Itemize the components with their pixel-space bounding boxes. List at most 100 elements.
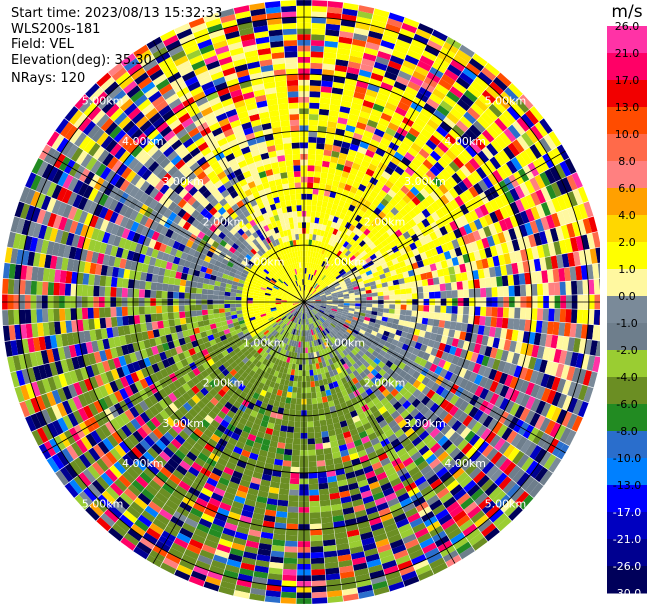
velocity-gate xyxy=(375,538,390,548)
velocity-gate xyxy=(440,290,447,299)
velocity-gate xyxy=(337,339,344,346)
velocity-gate xyxy=(520,475,535,491)
velocity-gate xyxy=(181,554,197,566)
velocity-gate xyxy=(348,245,355,253)
velocity-gate xyxy=(319,494,330,501)
velocity-gate xyxy=(479,316,486,326)
velocity-gate xyxy=(306,375,311,382)
velocity-gate xyxy=(564,429,577,446)
velocity-gate xyxy=(371,350,380,358)
velocity-gate xyxy=(357,584,373,594)
velocity-gate xyxy=(377,291,384,297)
velocity-gate xyxy=(218,586,235,596)
velocity-gate xyxy=(338,372,345,380)
velocity-gate xyxy=(280,425,288,432)
velocity-gate xyxy=(385,23,401,34)
velocity-gate xyxy=(518,273,526,285)
velocity-gate xyxy=(559,281,567,296)
velocity-gate xyxy=(198,492,211,503)
velocity-gate xyxy=(358,356,366,364)
velocity-gate xyxy=(530,384,541,398)
velocity-gate xyxy=(352,355,359,363)
velocity-gate xyxy=(196,282,204,289)
velocity-gate xyxy=(298,324,302,331)
velocity-gate xyxy=(254,501,267,510)
velocity-gate xyxy=(201,304,208,310)
velocity-gate xyxy=(376,393,386,402)
velocity-gate xyxy=(377,50,392,61)
velocity-gate xyxy=(210,419,220,429)
velocity-gate xyxy=(345,354,353,361)
velocity-gate xyxy=(411,196,421,206)
velocity-gate xyxy=(231,500,244,510)
velocity-gate xyxy=(161,290,168,299)
velocity-gate xyxy=(571,280,578,295)
velocity-gate xyxy=(319,309,325,313)
velocity-gate xyxy=(355,334,363,341)
velocity-gate xyxy=(314,304,321,307)
velocity-gate xyxy=(321,396,328,403)
velocity-gate xyxy=(358,430,368,439)
velocity-gate xyxy=(315,211,321,218)
velocity-gate xyxy=(478,344,487,356)
velocity-gate xyxy=(349,365,356,373)
velocity-gate xyxy=(560,224,570,240)
velocity-gate xyxy=(292,358,297,365)
velocity-gate xyxy=(542,243,551,258)
velocity-gate xyxy=(293,311,298,317)
velocity-gate xyxy=(295,312,300,318)
velocity-gate xyxy=(399,207,408,217)
velocity-gate xyxy=(349,545,364,555)
velocity-gate xyxy=(380,39,396,50)
velocity-gate xyxy=(376,332,383,339)
velocity-gate xyxy=(314,306,320,310)
velocity-gate xyxy=(334,427,343,435)
velocity-gate xyxy=(465,528,481,542)
velocity-gate xyxy=(538,137,552,153)
velocity-gate xyxy=(467,107,481,120)
velocity-gate xyxy=(397,560,413,571)
velocity-gate xyxy=(179,279,187,287)
velocity-gate xyxy=(212,554,228,565)
velocity-gate xyxy=(284,448,293,456)
velocity-gate xyxy=(413,268,421,276)
velocity-gate xyxy=(306,307,309,313)
velocity-gate xyxy=(317,471,327,479)
velocity-gate xyxy=(306,279,309,286)
velocity-gate xyxy=(545,404,557,420)
velocity-gate xyxy=(382,517,396,528)
velocity-gate xyxy=(385,393,395,402)
velocity-gate xyxy=(340,270,347,277)
velocity-gate xyxy=(461,442,473,455)
velocity-gate xyxy=(528,331,536,345)
velocity-gate xyxy=(268,362,275,369)
velocity-gate xyxy=(309,91,321,98)
velocity-gate xyxy=(360,272,368,278)
velocity-gate xyxy=(286,391,293,399)
velocity-gate xyxy=(463,403,474,415)
velocity-gate xyxy=(310,546,324,553)
velocity-gate xyxy=(460,427,472,439)
velocity-gate xyxy=(324,270,330,276)
velocity-gate xyxy=(306,291,309,297)
velocity-gate xyxy=(433,431,445,443)
velocity-gate xyxy=(503,252,512,265)
velocity-gate xyxy=(305,313,308,319)
velocity-gate xyxy=(297,330,301,336)
velocity-gate xyxy=(570,237,579,252)
velocity-gate xyxy=(308,364,313,371)
velocity-gate xyxy=(272,429,280,437)
velocity-gate xyxy=(291,392,297,399)
velocity-gate xyxy=(370,376,379,385)
velocity-gate xyxy=(179,527,194,539)
velocity-gate xyxy=(350,551,365,560)
velocity-gate xyxy=(464,332,473,342)
velocity-gate xyxy=(498,372,509,385)
velocity-gate xyxy=(492,76,508,91)
velocity-gate xyxy=(399,369,408,379)
velocity-gate xyxy=(310,262,314,269)
velocity-gate xyxy=(425,194,435,205)
velocity-gate xyxy=(201,544,217,555)
velocity-gate xyxy=(449,321,457,330)
velocity-gate xyxy=(497,254,506,266)
